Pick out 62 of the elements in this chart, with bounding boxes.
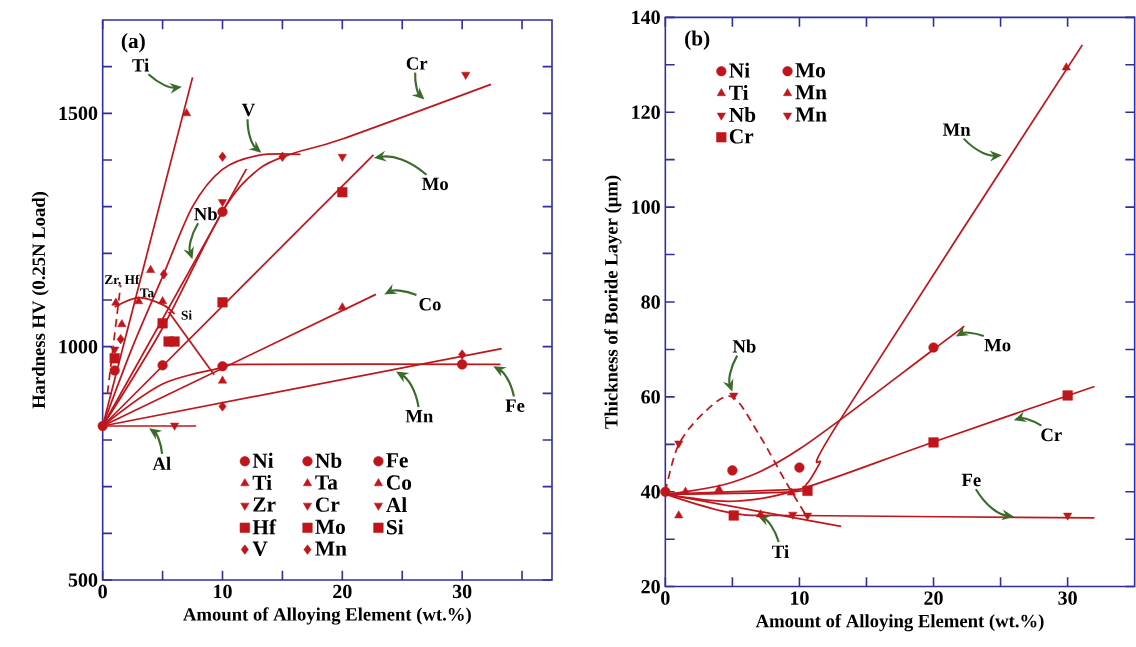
legend-label: Fe <box>386 453 408 468</box>
legend-label: Cr <box>316 497 340 512</box>
annotation: Zr, Hf <box>104 274 140 287</box>
legend-label: V <box>252 541 268 557</box>
legend-label: Ti <box>729 85 749 100</box>
x-tick-label: 0 <box>661 591 670 606</box>
y-tick-label: 1500 <box>59 106 98 121</box>
x-axis-title: Amount of Alloying Element (wt.%) <box>755 614 1044 632</box>
legend-label: Mo <box>315 519 345 535</box>
legend-label: Zr <box>253 497 276 512</box>
annotation: Ti <box>772 545 789 559</box>
y-tick-label: 40 <box>640 485 660 499</box>
legend-label: Nb <box>315 453 342 469</box>
legend-label: Mo <box>795 63 825 78</box>
annotation: (a) <box>121 33 145 53</box>
annotation: Mo <box>984 339 1011 352</box>
y-axis-title: Thickness of Boride Layer (μm) <box>604 175 622 430</box>
legend-label: Ta <box>315 475 338 490</box>
annotation: Nb <box>732 339 756 353</box>
y-tick-label: 100 <box>632 200 660 215</box>
legend-label: Ti <box>252 475 272 490</box>
legend-label: Nb <box>729 107 756 123</box>
annotation: Ti <box>132 58 149 72</box>
annotation: Si <box>181 310 192 320</box>
legend-label: Ni <box>252 453 274 468</box>
legend-label: Cr <box>729 129 754 144</box>
annotation: Cr <box>1041 428 1062 442</box>
x-tick-label: 30 <box>1058 591 1077 606</box>
annotation: Nb <box>194 207 217 221</box>
x-tick-label: 20 <box>924 591 943 606</box>
y-tick-label: 1000 <box>59 340 98 354</box>
y-tick-label: 140 <box>632 10 660 25</box>
legend-label: Hf <box>252 519 277 535</box>
annotation: Fe <box>961 474 981 487</box>
annotation: Cr <box>406 57 428 70</box>
annotation: Mo <box>422 177 448 191</box>
y-tick-label: 60 <box>641 390 660 404</box>
y-axis-title: Hardness HV (0.25N Load) <box>31 192 49 409</box>
x-axis-title: Amount of Alloying Element (wt.%) <box>183 607 471 625</box>
annotation: Co <box>419 298 441 311</box>
annotation: Al <box>152 457 171 470</box>
x-tick-label: 10 <box>214 584 232 599</box>
annotation: V <box>241 103 255 117</box>
annotation: Mn <box>405 410 434 423</box>
x-tick-label: 0 <box>98 584 107 599</box>
annotation: Ta <box>140 288 154 298</box>
annotation: (b) <box>685 30 710 51</box>
x-tick-label: 10 <box>791 591 809 606</box>
annotation: Fe <box>505 399 525 413</box>
x-tick-label: 20 <box>333 584 352 599</box>
legend-label: Si <box>387 519 404 535</box>
x-tick-label: 30 <box>452 584 472 599</box>
legend-label: Mn <box>795 107 827 122</box>
legend-label: Mn <box>795 85 827 100</box>
legend-label: Ni <box>729 62 750 78</box>
legend-label: Mn <box>315 541 347 556</box>
y-tick-label: 500 <box>68 573 98 587</box>
legend-label: Al <box>386 497 407 513</box>
y-tick-label: 120 <box>632 105 660 120</box>
y-tick-label: 80 <box>641 295 660 309</box>
legend-label: Co <box>386 475 412 490</box>
annotation: Mn <box>942 123 971 136</box>
